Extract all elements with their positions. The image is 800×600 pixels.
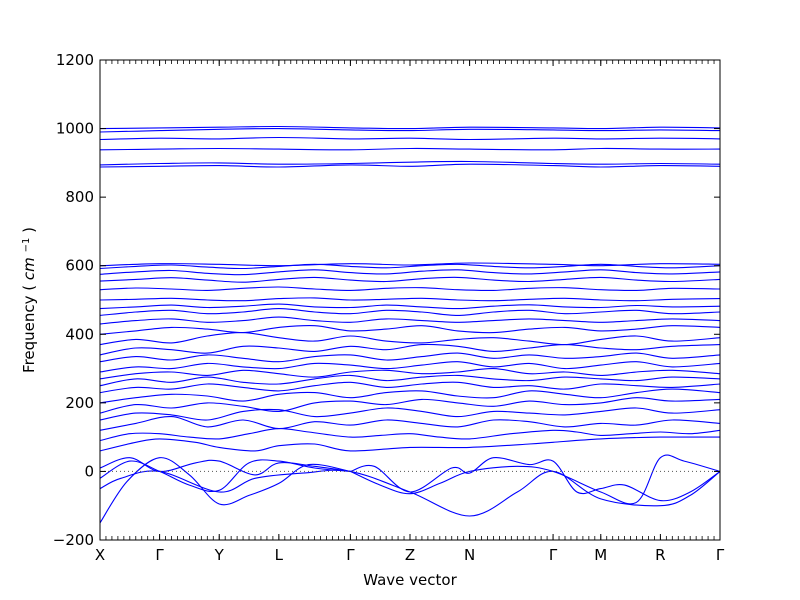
x-tick-label: Z <box>405 546 415 564</box>
band-line-16 <box>99 361 721 373</box>
y-axis-label-unit-exponent: −1 <box>21 238 32 253</box>
x-tick-label: R <box>655 546 665 564</box>
band-line-30 <box>99 163 721 168</box>
band-line-23 <box>99 303 721 310</box>
band-line-26 <box>99 276 721 283</box>
x-tick-label: Γ <box>155 546 164 564</box>
x-tick-label: X <box>95 546 105 564</box>
band-line-4 <box>350 457 721 502</box>
band-line-14 <box>99 374 721 387</box>
band-line-2 <box>99 469 721 517</box>
band-line-20 <box>99 325 721 335</box>
band-line-24 <box>99 297 721 302</box>
band-line-19 <box>99 332 721 346</box>
y-tick-label: 200 <box>65 394 94 412</box>
y-tick-label: 400 <box>65 325 94 343</box>
band-line-21 <box>99 316 721 325</box>
plot-frame <box>99 59 721 541</box>
band-line-8 <box>99 428 721 442</box>
x-tick-label: Γ <box>346 546 355 564</box>
band-line-34 <box>99 128 721 133</box>
y-axis-label-unit-close: ) <box>20 227 38 233</box>
y-axis-label-text: Frequency <box>20 295 38 373</box>
y-axis-ticks: −200 0 200 400 600 800 1000 1200 <box>53 51 720 549</box>
x-tick-label: Γ <box>549 546 558 564</box>
y-tick-label: 800 <box>65 188 94 206</box>
band-line-22 <box>99 308 721 316</box>
y-tick-label: 1000 <box>56 120 94 138</box>
band-line-31 <box>99 160 721 166</box>
y-tick-label: 0 <box>84 462 94 480</box>
band-line-12 <box>99 388 721 404</box>
band-line-3 <box>99 459 351 493</box>
x-tick-label: N <box>464 546 475 564</box>
x-tick-label: M <box>594 546 607 564</box>
band-line-28 <box>99 263 721 270</box>
band-line-32 <box>99 147 721 151</box>
x-tick-label: L <box>275 546 284 564</box>
band-line-29 <box>99 262 721 267</box>
band-line-5 <box>350 454 721 505</box>
band-line-18 <box>99 343 721 356</box>
y-tick-label: 1200 <box>56 51 94 69</box>
x-tick-label: Y <box>214 546 225 564</box>
band-line-10 <box>99 407 721 421</box>
y-axis-label: Frequency ( cm −1 ) <box>20 227 38 373</box>
band-line-1 <box>99 457 351 524</box>
y-axis-label-unit-open: ( <box>20 285 38 291</box>
band-line-7 <box>99 436 721 452</box>
x-axis-label: Wave vector <box>363 571 457 589</box>
band-line-17 <box>99 352 721 363</box>
y-tick-label: 600 <box>65 257 94 275</box>
band-line-35 <box>99 125 721 130</box>
band-line-15 <box>99 368 721 380</box>
y-axis-label-unit: cm <box>20 257 38 280</box>
band-line-27 <box>99 269 721 276</box>
band-line-33 <box>99 136 721 141</box>
band-line-9 <box>99 416 721 431</box>
band-line-6 <box>99 457 351 476</box>
band-lines <box>99 125 721 524</box>
y-tick-label: −200 <box>53 531 94 549</box>
band-line-25 <box>99 286 721 291</box>
x-tick-label: Γ <box>716 546 725 564</box>
band-line-11 <box>99 397 721 414</box>
band-line-13 <box>99 381 721 394</box>
